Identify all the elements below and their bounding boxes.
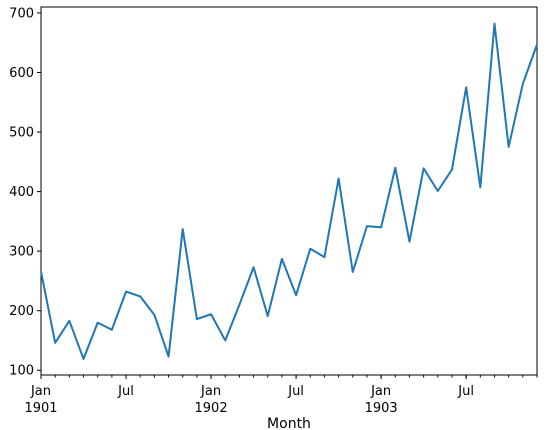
x-axis-label: Month xyxy=(267,416,311,430)
axes-frame xyxy=(40,6,538,376)
x-tick-label: Jul xyxy=(457,384,474,399)
y-tick-label: 500 xyxy=(9,126,34,141)
y-tick-label: 300 xyxy=(9,245,34,260)
series-layer xyxy=(40,22,538,360)
y-tick-label: 400 xyxy=(9,185,34,200)
y-tick-label: 100 xyxy=(9,364,34,379)
y-axis: 100 200 300 400 500 600 700 xyxy=(9,6,41,379)
x-tick-label: Jan xyxy=(30,384,51,399)
x-tick-label: Jul xyxy=(117,384,134,399)
y-tick-label: 600 xyxy=(9,66,34,81)
x-tick-label: Jul xyxy=(287,384,304,399)
x-tick-label: Jan xyxy=(200,384,221,399)
y-tick-label: 200 xyxy=(9,304,34,319)
x-axis: Jan 1901 Jul Jan 1902 Jul Jan 1903 Jul xyxy=(24,375,538,416)
y-tick-label: 700 xyxy=(9,6,34,21)
series-line xyxy=(40,22,538,360)
x-tick-year-label: 1901 xyxy=(24,401,57,416)
x-tick-label: Jan xyxy=(370,384,391,399)
x-tick-year-label: 1902 xyxy=(195,401,228,416)
x-tick-year-label: 1903 xyxy=(365,401,398,416)
